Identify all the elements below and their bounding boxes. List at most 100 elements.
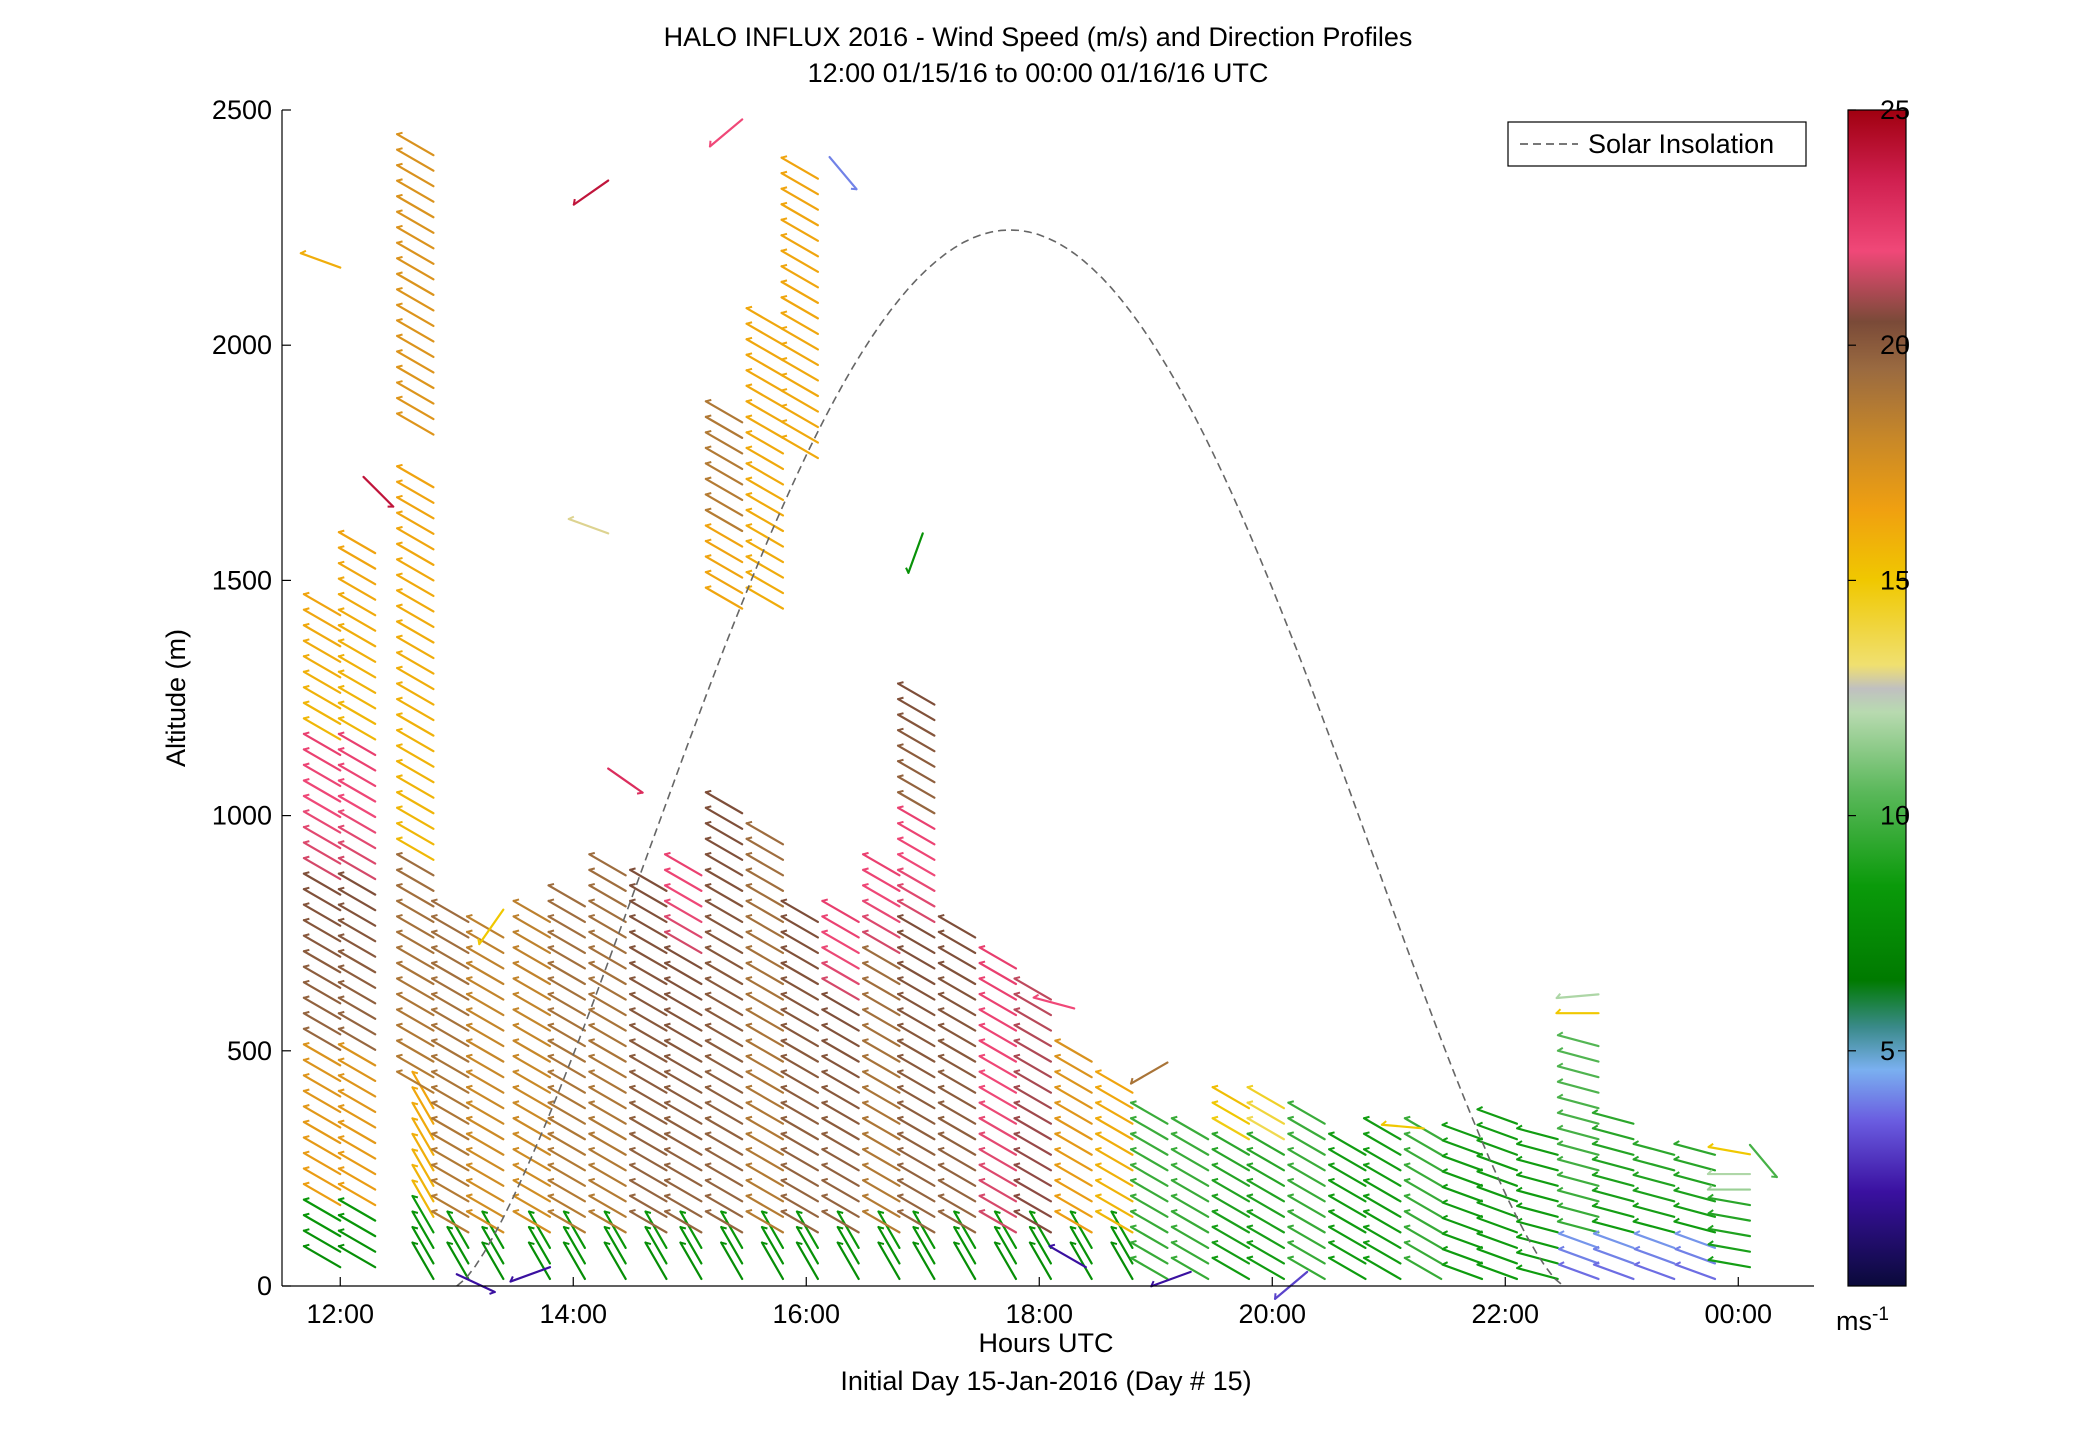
wind-barb-feather [863,1163,868,1164]
wind-barb-feather [630,1132,635,1133]
wind-barb-feather [1015,1117,1020,1118]
wind-barb-feather [822,899,827,900]
wind-barb-feather [747,1039,752,1040]
wind-barb-feather [706,962,711,963]
wind-barb-feather [1248,1117,1253,1118]
wind-barb-feather [782,249,787,250]
wind-barb-feather [397,133,402,134]
wind-barb-feather [939,1132,944,1133]
wind-barb-feather [1015,1132,1020,1133]
wind-barb-feather [1096,1210,1101,1211]
wind-barb-feather [397,226,402,227]
wind-barb-feather [397,366,402,367]
wind-barb-feather [665,1024,670,1025]
wind-barb-feather [1131,1179,1136,1180]
wind-barb-feather [1248,1132,1253,1133]
wind-barb-feather [1055,1194,1060,1195]
wind-barb-feather [1131,1132,1136,1133]
wind-barb-feather [822,1070,827,1071]
wind-barb-feather [1071,1243,1076,1244]
wind-barb-feather [397,1070,402,1071]
wind-barb-feather [1288,1241,1293,1242]
wind-barb-feather [1055,1132,1060,1133]
wind-barb-feather [1015,1086,1020,1087]
wind-barb-feather [412,1087,417,1088]
wind-barb-feather [782,327,787,328]
wind-barb-feather [339,1167,344,1168]
wind-barb-feather [432,993,437,994]
wind-barb-feather [339,1074,344,1075]
wind-barb-feather [747,384,752,385]
wind-barb-feather [898,791,903,792]
wind-barb-feather [1248,1210,1253,1211]
wind-barb-feather [589,1086,594,1087]
wind-barb-feather [339,531,344,532]
colorbar-tick-label: 15 [1880,565,1910,595]
wind-barb-feather [898,977,903,978]
wind-barb-feather [1213,1163,1218,1164]
wind-barb-feather [665,1210,670,1211]
wind-barb-feather [706,791,711,792]
wind-barb-feather [589,1008,594,1009]
wind-barb-feather [630,1148,635,1149]
wind-barb-feather [514,946,519,947]
wind-barb-feather [397,272,402,273]
wind-barb-feather [397,303,402,304]
wind-barb-feather [706,1194,711,1195]
wind-barb-feather [1030,1227,1035,1228]
wind-barb-feather [1405,1117,1410,1118]
wind-barb-feather [665,946,670,947]
wind-barb-feather [1131,1148,1136,1149]
wind-barb-feather [939,1024,944,1025]
wind-barb-feather [589,1179,594,1180]
wind-barb-feather [1329,1225,1334,1226]
wind-barb-feather [980,977,985,978]
wind-barb-feather [514,1039,519,1040]
wind-barb-feather [863,1179,868,1180]
wind-barb-feather [782,218,787,219]
wind-barb-feather [339,888,344,889]
wind-barb-feather [589,1163,594,1164]
wind-barb-feather [304,919,309,920]
wind-barb-feather [1248,1148,1253,1149]
wind-barb-feather [665,915,670,916]
wind-barb-feather [747,369,752,370]
wind-barb-feather [913,1243,918,1244]
wind-barb-feather [863,962,868,963]
wind-barb-feather [549,1039,554,1040]
wind-barb-feather [397,350,402,351]
wind-barb-feather [397,636,402,637]
wind-barb-feather [339,1012,344,1013]
wind-barb-feather [514,1117,519,1118]
x-axis-sublabel: Initial Day 15-Jan-2016 (Day # 15) [840,1366,1251,1396]
wind-barb-feather [706,1210,711,1211]
wind-barb-feather [397,682,402,683]
wind-barb-feather [339,593,344,594]
wind-barb-feather [589,946,594,947]
wind-barb-feather [1248,1163,1253,1164]
wind-barb-feather [397,930,402,931]
wind-barb-feather [721,1243,726,1244]
wind-barb-feather [1131,1117,1136,1118]
wind-barb-feather [706,586,711,587]
wind-barb-feather [898,1008,903,1009]
wind-barb-feather [630,962,635,963]
x-tick-label: 20:00 [1238,1299,1306,1329]
wind-barb-feather [747,977,752,978]
wind-barb-feather [397,288,402,289]
wind-barb-feather [822,1086,827,1087]
wind-barb-feather [630,1039,635,1040]
wind-barb-feather [514,993,519,994]
wind-barb-feather [589,853,594,854]
wind-barb-feather [514,1008,519,1009]
wind-barb-feather [680,1227,685,1228]
wind-barb-feather [1096,1163,1101,1164]
wind-barb-feather [514,962,519,963]
wind-barb-feather [304,686,309,687]
wind-barb-feather [549,899,554,900]
wind-barb-feather [706,868,711,869]
wind-barb-feather [397,822,402,823]
wind-barb-feather [1405,1179,1410,1180]
wind-barb-feather [397,775,402,776]
legend-label: Solar Insolation [1588,129,1774,159]
